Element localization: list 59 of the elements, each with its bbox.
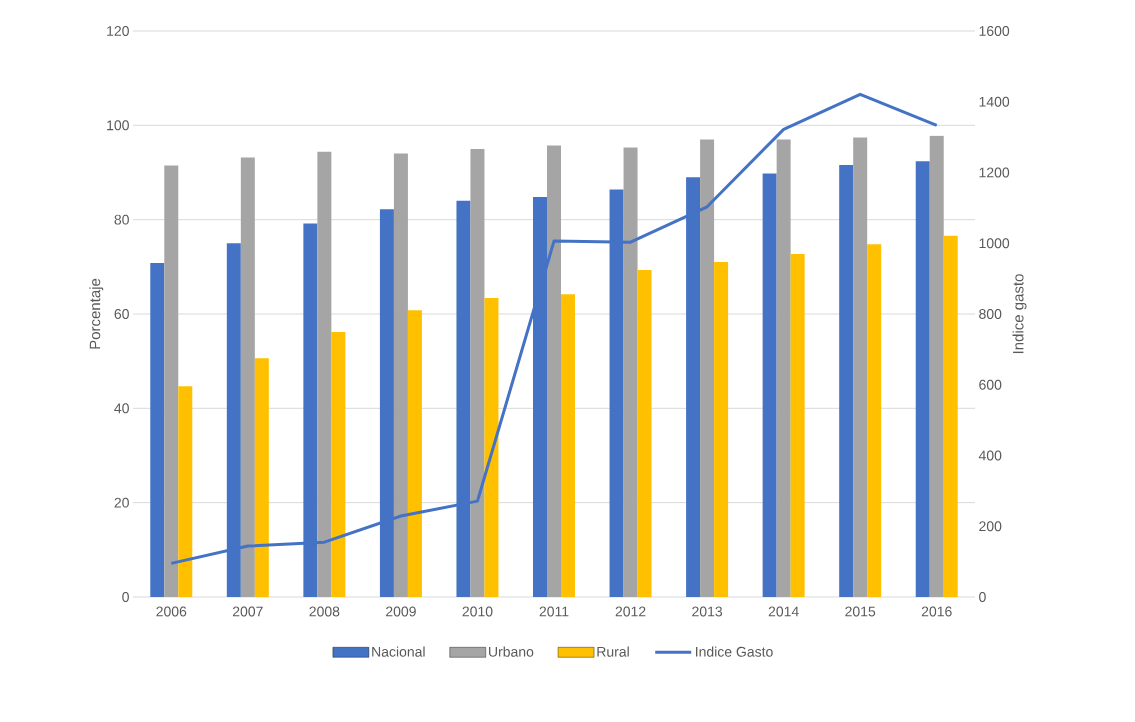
x-tick-label: 2008 <box>309 606 340 617</box>
legend-label: Indice Gasto <box>696 646 773 657</box>
y-tick-label: 40 <box>114 403 129 414</box>
bar <box>547 145 562 597</box>
bar <box>867 244 882 597</box>
x-tick-label: 2013 <box>692 606 723 617</box>
y2-tick-label: 400 <box>978 450 1002 461</box>
bar <box>700 139 715 597</box>
bar <box>929 135 944 597</box>
y-tick-label: 60 <box>114 309 129 319</box>
bar <box>776 139 791 597</box>
bar <box>762 173 777 597</box>
bar <box>637 270 652 597</box>
bar <box>623 147 638 597</box>
y2-axis-title: Indice gasto <box>1012 274 1027 354</box>
bar <box>853 137 868 597</box>
y-tick-label: 80 <box>114 214 129 225</box>
x-tick-label: 2015 <box>845 606 876 617</box>
y2-tick-label: 1000 <box>979 238 1010 249</box>
bar <box>150 263 165 597</box>
bar <box>714 262 729 597</box>
bar <box>561 294 576 597</box>
y-tick-label: 120 <box>107 26 129 36</box>
bar <box>790 254 805 597</box>
x-tick-label: 2014 <box>768 606 799 617</box>
y2-tick-label: 600 <box>979 379 1002 390</box>
x-tick-label: 2007 <box>232 606 263 617</box>
x-tick-label: 2009 <box>386 606 416 617</box>
y-axis-title: Porcentaje <box>89 278 104 349</box>
y2-tick-label: 1600 <box>979 26 1010 36</box>
x-tick-label: 2011 <box>539 606 569 617</box>
y2-tick-label: 1200 <box>979 167 1010 178</box>
y2-tick-label: 200 <box>979 521 1002 532</box>
legend-label: Nacional <box>372 646 425 657</box>
bar <box>839 164 854 597</box>
bar <box>331 331 346 597</box>
y-tick-label: 0 <box>122 592 129 602</box>
bar <box>178 386 193 597</box>
bar <box>393 153 408 597</box>
y2-tick-label: 800 <box>979 309 1002 319</box>
legend-label: Rural <box>597 646 629 657</box>
legend-label: Urbano <box>489 646 534 657</box>
y2-tick-label: 0 <box>979 592 986 602</box>
bar <box>484 297 499 597</box>
bar <box>943 235 958 597</box>
bar <box>407 310 422 597</box>
x-tick-label: 2012 <box>615 606 646 617</box>
bar <box>254 358 269 597</box>
y2-tick-label: 1400 <box>979 96 1010 107</box>
x-tick-label: 2016 <box>921 606 952 617</box>
x-tick-label: 2006 <box>156 606 187 617</box>
bar <box>915 161 930 597</box>
bar <box>240 157 255 597</box>
y-tick-label: 20 <box>114 497 129 508</box>
x-tick-label: 2010 <box>462 606 493 617</box>
bar <box>317 151 332 597</box>
bar <box>470 148 485 597</box>
y-tick-label: 100 <box>107 120 129 131</box>
bar <box>164 165 179 597</box>
